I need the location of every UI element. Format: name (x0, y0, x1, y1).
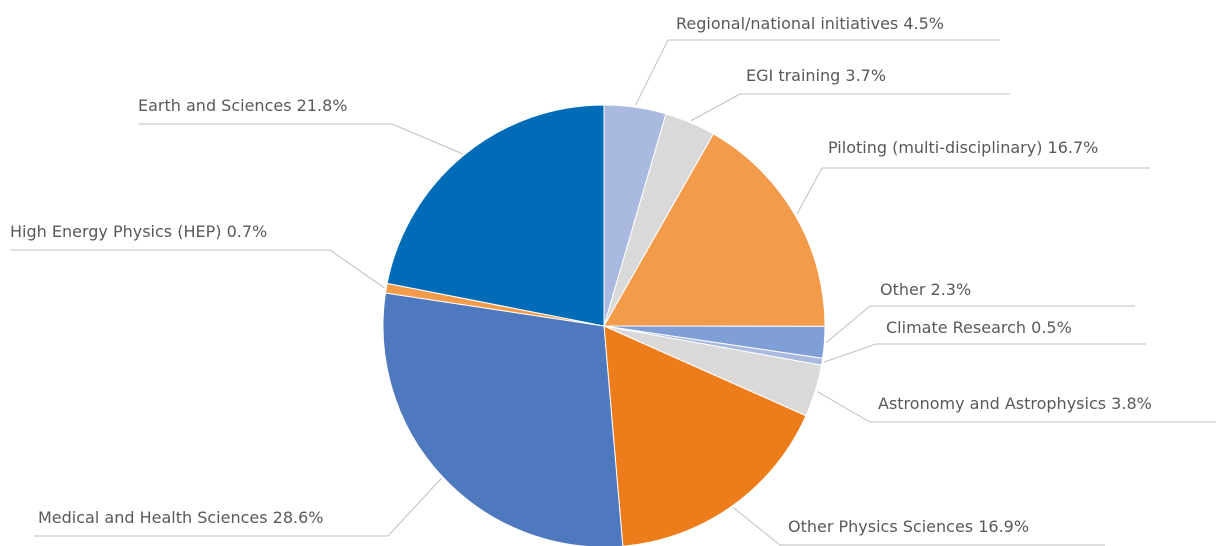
data-label: Piloting (multi-disciplinary) 16.7% (828, 138, 1098, 157)
data-label: Other 2.3% (880, 280, 971, 299)
label-value: 16.7% (1048, 138, 1099, 157)
label-category: Piloting (multi-disciplinary) (828, 138, 1042, 157)
label-category: Regional/national initiatives (676, 14, 898, 33)
label-value: 21.8% (297, 96, 348, 115)
data-label: Other Physics Sciences 16.9% (788, 517, 1029, 536)
label-category: High Energy Physics (HEP) (10, 222, 222, 241)
label-category: Astronomy and Astrophysics (878, 394, 1106, 413)
leader-line (796, 167, 1150, 215)
leader-line (635, 39, 1000, 106)
leader-line (816, 391, 1216, 423)
data-label: Astronomy and Astrophysics 3.8% (878, 394, 1152, 413)
pie-slice (382, 292, 624, 546)
label-value: 0.7% (227, 222, 268, 241)
leader-line (138, 123, 463, 155)
data-label: Earth and Sciences 21.8% (138, 96, 347, 115)
label-category: Medical and Health Sciences (38, 508, 268, 527)
label-category: Other (880, 280, 926, 299)
label-value: 16.9% (978, 517, 1029, 536)
label-value: 2.3% (931, 280, 972, 299)
pie-slice (386, 104, 605, 327)
label-value: 3.8% (1111, 394, 1152, 413)
label-value: 0.5% (1031, 318, 1072, 337)
pie-slice (603, 133, 826, 327)
label-category: Climate Research (886, 318, 1026, 337)
label-category: Earth and Sciences (138, 96, 292, 115)
leader-line (826, 305, 1135, 343)
label-value: 3.7% (845, 66, 886, 85)
leader-line (690, 93, 1010, 122)
data-label: EGI training 3.7% (746, 66, 886, 85)
leader-line (34, 478, 442, 537)
label-category: EGI training (746, 66, 840, 85)
data-label: Climate Research 0.5% (886, 318, 1072, 337)
pie-slice (603, 325, 807, 546)
label-value: 28.6% (273, 508, 324, 527)
label-value: 4.5% (903, 14, 944, 33)
data-label: High Energy Physics (HEP) 0.7% (10, 222, 267, 241)
leader-line (733, 507, 1105, 546)
leader-line (10, 249, 385, 289)
data-label: Medical and Health Sciences 28.6% (38, 508, 323, 527)
data-label: Regional/national initiatives 4.5% (676, 14, 944, 33)
label-category: Other Physics Sciences (788, 517, 973, 536)
leader-line (823, 343, 1146, 363)
